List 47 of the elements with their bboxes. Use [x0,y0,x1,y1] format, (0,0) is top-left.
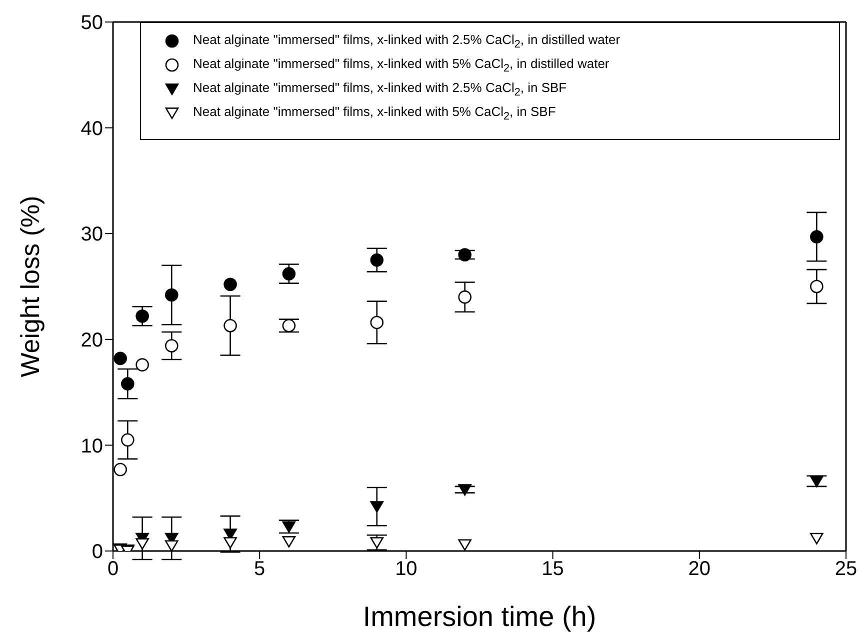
point [121,433,134,447]
point [458,290,472,304]
point [136,309,149,323]
point [370,253,384,267]
x-tick-label: 15 [542,558,564,580]
point [224,537,237,549]
y-tick-label: 10 [80,435,103,458]
point [458,484,472,496]
point [224,318,237,332]
point [282,318,296,332]
x-tick-label: 5 [254,558,266,580]
x-tick-label: 10 [395,558,418,580]
point [136,358,149,372]
y-axis-title: Weight loss (%) [15,196,46,378]
x-axis-title: Immersion time (h) [362,601,596,632]
legend-label: Neat alginate "immersed" films, x-linked with 2.5% CaCl$_{2}$, in distilled water [193,32,620,50]
x-tick-label: 20 [688,558,711,580]
point [810,280,824,294]
point [370,537,384,549]
y-tick-label: 30 [80,224,103,246]
y-tick-label: 40 [80,118,103,140]
point [370,316,384,330]
point [114,352,127,366]
legend-label: Neat alginate "immersed" films, x-linked with 2.5% CaCl$_{2}$, in SBF [193,80,567,98]
point [810,476,824,488]
point [164,540,178,551]
point [121,377,134,390]
y-tick-label: 0 [92,541,103,564]
point [810,230,824,244]
point [136,538,149,550]
point [282,521,296,533]
point [114,462,127,476]
point [370,501,384,513]
point [810,532,824,544]
x-tick-label: 0 [107,558,119,580]
legend-label: Neat alginate "immersed" films, x-linked with 5% CaCl$_{2}$, in distilled water [193,56,610,74]
y-tick-label: 20 [80,330,103,352]
point [224,278,237,292]
point [282,267,296,280]
point [164,288,178,302]
point [282,536,296,548]
point [164,339,178,352]
point [458,248,472,262]
point [458,539,472,551]
y-tick-label: 50 [80,12,103,34]
legend-label: Neat alginate "immersed" films, x-linked with 5% CaCl$_{2}$, in SBF [193,104,556,122]
x-tick-label: 25 [834,558,858,580]
